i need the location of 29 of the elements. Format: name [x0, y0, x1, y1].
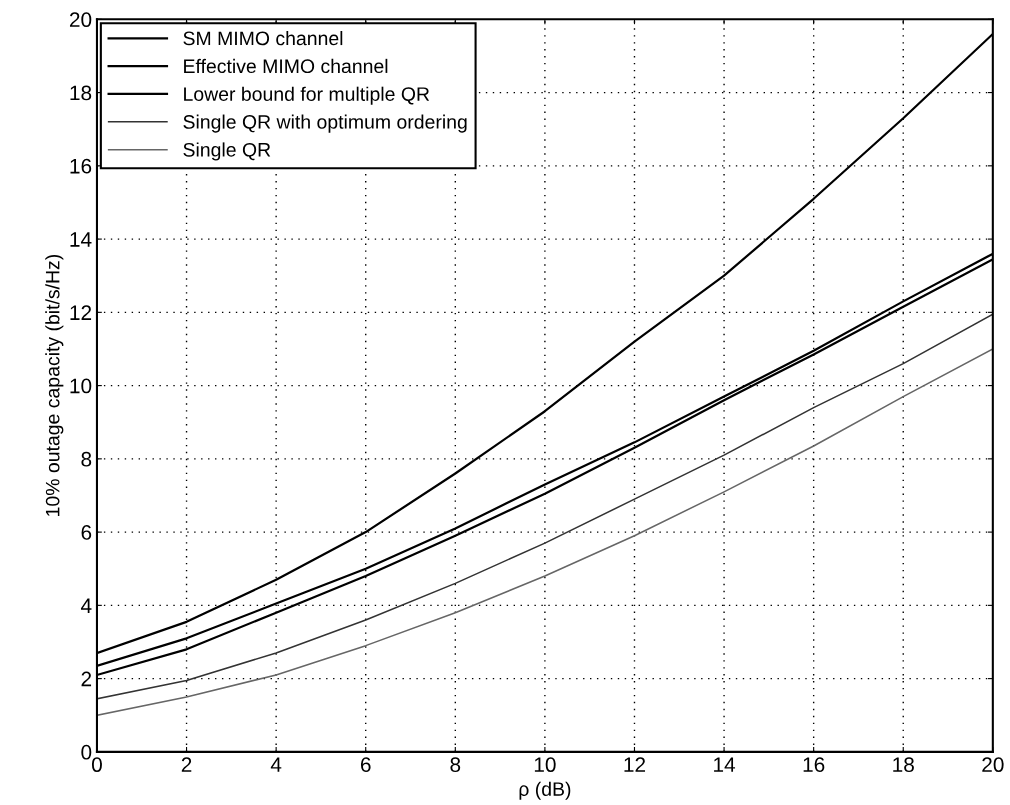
y-tick-label: 4: [80, 598, 92, 613]
x-tick-label: 14: [714, 757, 736, 772]
y-tick-label: 14: [70, 232, 92, 247]
legend-label: SM MIMO channel: [183, 30, 343, 46]
x-tick-label: 0: [91, 757, 102, 773]
y-tick-label: 2: [81, 671, 92, 687]
x-tick-label: 10: [534, 757, 556, 773]
y-tick-label: 16: [70, 158, 92, 174]
legend-label: Single QR with optimum ordering: [183, 114, 467, 133]
x-tick-label: 18: [893, 757, 914, 773]
y-axis-title: 10% outage capacity (bit/s/Hz): [45, 254, 64, 516]
y-tick-label: 20: [69, 12, 92, 28]
y-tick-label: 8: [81, 451, 92, 467]
x-tick-label: 20: [982, 757, 1004, 773]
x-tick-label: 12: [624, 757, 646, 772]
x-tick-label: 8: [450, 757, 461, 773]
y-tick-label: 0: [81, 744, 92, 760]
legend-label: Effective MIMO channel: [184, 58, 388, 74]
legend-label: Lower bound for multiple QR: [184, 86, 430, 105]
x-tick-label: 6: [360, 757, 371, 773]
x-tick-label: 2: [181, 757, 192, 772]
legend-label: Single QR: [183, 142, 271, 161]
x-tick-label: 4: [270, 757, 282, 772]
y-tick-label: 6: [81, 525, 92, 540]
y-tick-label: 12: [70, 305, 92, 320]
x-tick-label: 16: [803, 757, 825, 773]
y-tick-label: 10: [70, 378, 92, 394]
y-tick-label: 18: [70, 85, 92, 101]
x-axis-title: ρ (dB): [519, 781, 571, 800]
